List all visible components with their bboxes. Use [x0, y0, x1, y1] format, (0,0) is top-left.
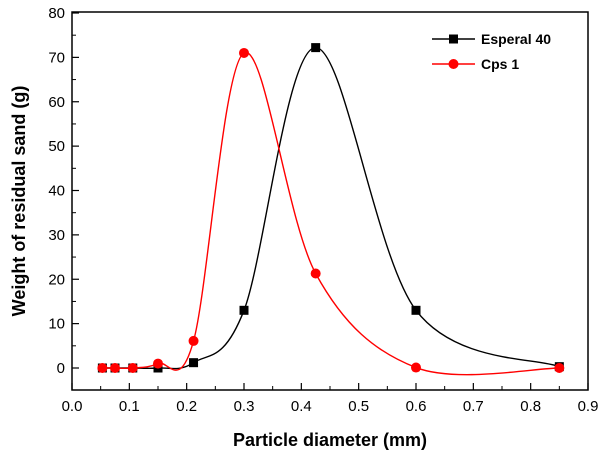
data-point-circle	[97, 363, 108, 373]
data-point-circle	[239, 47, 249, 58]
x-tick-label: 0.0	[62, 398, 83, 415]
data-point-circle	[554, 363, 565, 373]
y-tick-label: 80	[48, 5, 65, 22]
x-tick-label: 0.5	[348, 398, 369, 415]
data-point-circle	[188, 335, 199, 346]
x-tick-label: 0.2	[176, 398, 197, 415]
legend-label: Cps 1	[481, 56, 519, 72]
x-tick-label: 0.8	[520, 398, 541, 415]
y-tick-label: 30	[48, 227, 65, 244]
data-point-square	[411, 305, 421, 315]
data-point-circle	[153, 358, 163, 369]
x-tick-label: 0.3	[234, 398, 255, 415]
x-tick-label: 0.9	[578, 398, 599, 415]
y-tick-label: 60	[48, 94, 65, 111]
data-point-circle	[310, 268, 321, 279]
y-tick-label: 0	[57, 360, 65, 377]
series-line-0	[102, 46, 560, 370]
x-tick-label: 0.1	[119, 398, 140, 415]
data-point-circle	[110, 363, 120, 373]
y-axis-label: Weight of residual sand (g)	[9, 86, 29, 317]
data-point-circle	[127, 363, 138, 373]
x-tick-label: 0.4	[291, 398, 312, 415]
series-line-1	[102, 52, 560, 376]
x-tick-label: 0.7	[463, 398, 484, 415]
data-point-square	[239, 305, 249, 315]
x-tick-label: 0.6	[406, 398, 427, 415]
x-axis-label: Particle diameter (mm)	[233, 430, 427, 450]
legend-marker-square	[449, 34, 458, 44]
y-tick-label: 10	[48, 316, 65, 333]
legend-marker-circle	[448, 59, 459, 69]
data-point-square	[311, 43, 321, 53]
y-tick-label: 50	[48, 138, 65, 155]
legend-label: Esperal 40	[481, 31, 551, 47]
y-tick-label: 40	[48, 183, 65, 200]
plot-area: 0.0 0.1 0.2 0.3 0.4 0.5 0.6 0.7 0.8 0.9 0 10 20 30 40 5…	[48, 5, 598, 415]
data-point-circle	[411, 362, 421, 373]
data-point-square	[189, 358, 199, 368]
y-tick-label: 20	[48, 271, 65, 288]
y-tick-label: 70	[48, 49, 65, 66]
